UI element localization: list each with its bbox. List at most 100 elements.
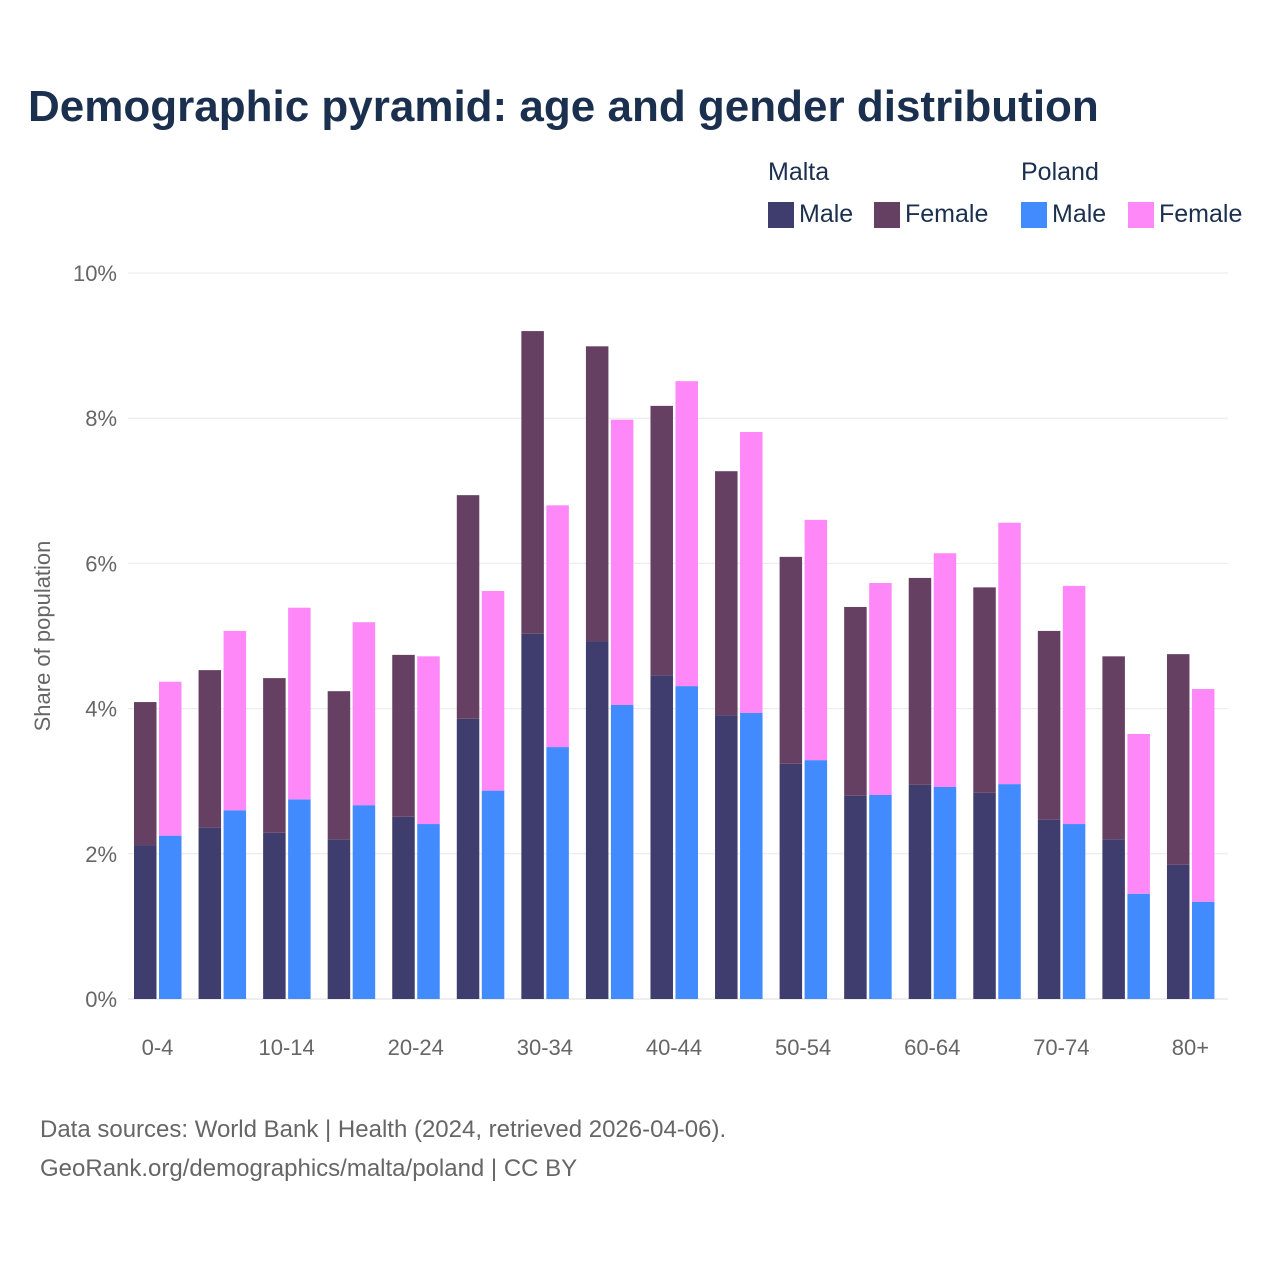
footer-attribution: GeoRank.org/demographics/malta/poland | …: [40, 1155, 578, 1182]
bar-malta-female: [650, 405, 673, 676]
bar-poland-male: [1127, 893, 1150, 999]
x-tick-label: 10-14: [258, 1035, 314, 1060]
bar-malta-male: [392, 816, 415, 999]
legend-poland-male[interactable]: Male: [1021, 200, 1106, 229]
legend-swatch: [1021, 201, 1047, 228]
y-axis-label: Share of population: [30, 541, 55, 732]
y-tick-label: 8%: [85, 406, 117, 431]
x-tick-label: 70-74: [1033, 1035, 1089, 1060]
bar-poland-female: [288, 607, 311, 800]
legend-group-poland: Poland: [1021, 158, 1099, 186]
bar-poland-male: [804, 760, 828, 999]
bar-malta-male: [779, 763, 803, 999]
bar-malta-male: [844, 795, 867, 999]
bar-malta-female: [1166, 654, 1190, 865]
chart-title: Demographic pyramid: age and gender dist…: [28, 82, 1099, 131]
y-tick-label: 4%: [85, 697, 117, 722]
x-tick-label: 60-64: [904, 1035, 960, 1060]
bar-poland-male: [998, 784, 1021, 999]
bar-poland-male: [740, 712, 763, 999]
bar-malta-male: [973, 792, 996, 999]
bar-malta-male: [263, 832, 286, 999]
bar-poland-male: [417, 824, 440, 999]
bar-malta-female: [456, 495, 480, 719]
bar-malta-male: [1102, 839, 1125, 999]
y-tick-label: 2%: [85, 842, 117, 867]
x-tick-label: 50-54: [775, 1035, 831, 1060]
legend-malta-male[interactable]: Male: [768, 200, 853, 229]
bar-malta-female: [198, 670, 222, 828]
bar-malta-female: [134, 702, 157, 846]
bar-poland-female: [610, 419, 634, 705]
bar-poland-male: [223, 810, 247, 999]
bar-poland-female: [417, 656, 440, 825]
legend-swatch: [1128, 201, 1154, 228]
bar-malta-female: [392, 654, 415, 817]
bar-poland-male: [352, 805, 376, 999]
bar-poland-male: [675, 686, 698, 999]
bar-poland-female: [159, 681, 182, 836]
bar-malta-female: [263, 678, 286, 833]
x-tick-label: 40-44: [646, 1035, 702, 1060]
legend-label: Male: [799, 200, 854, 228]
bar-malta-male: [908, 784, 932, 999]
x-tick-label: 80+: [1172, 1035, 1209, 1060]
bar-poland-female: [998, 522, 1021, 785]
bar-poland-male: [481, 790, 505, 999]
bar-poland-female: [223, 630, 247, 811]
bar-malta-male: [521, 633, 544, 999]
bar-malta-female: [1037, 630, 1061, 820]
bar-malta-female: [973, 587, 996, 793]
legend-label: Male: [1052, 200, 1107, 228]
bar-poland-female: [1127, 734, 1150, 894]
bar-malta-female: [1102, 656, 1125, 840]
bar-poland-male: [546, 747, 569, 999]
bar-malta-female: [585, 346, 609, 642]
bar-poland-female: [869, 583, 892, 795]
legend-label: Female: [905, 200, 989, 228]
bar-malta-male: [327, 839, 351, 999]
y-tick-label: 0%: [85, 987, 117, 1012]
x-tick-label: 20-24: [388, 1035, 444, 1060]
footer-sources: Data sources: World Bank | Health (2024,…: [40, 1116, 727, 1143]
legend-label: Female: [1159, 200, 1243, 228]
bar-malta-female: [908, 577, 932, 785]
bar-poland-female: [352, 622, 376, 806]
bar-poland-male: [159, 835, 182, 999]
bar-poland-male: [1062, 824, 1086, 999]
bar-poland-female: [1191, 688, 1215, 902]
bar-malta-female: [715, 471, 738, 716]
x-tick-label: 30-34: [517, 1035, 573, 1060]
bar-poland-male: [1191, 901, 1215, 999]
legend-swatch: [768, 201, 794, 228]
bar-malta-male: [198, 827, 222, 999]
bar-poland-female: [675, 381, 698, 687]
bar-poland-female: [1062, 585, 1086, 825]
bar-poland-female: [933, 553, 957, 788]
bar-poland-female: [481, 590, 505, 791]
bar-malta-female: [521, 331, 544, 634]
bar-poland-female: [804, 519, 828, 761]
bar-malta-male: [1037, 819, 1061, 999]
bar-malta-male: [585, 641, 609, 999]
bar-poland-male: [288, 799, 311, 999]
legend-group-malta: Malta: [768, 158, 830, 186]
bar-malta-female: [327, 691, 351, 840]
bar-malta-male: [650, 675, 673, 999]
bar-malta-female: [779, 556, 803, 764]
bar-malta-male: [715, 715, 738, 999]
x-tick-label: 0-4: [142, 1035, 174, 1060]
y-tick-label: 10%: [73, 261, 117, 286]
bar-malta-male: [1166, 864, 1190, 999]
bar-poland-male: [869, 794, 892, 999]
bar-malta-male: [456, 718, 480, 999]
bar-poland-male: [933, 787, 957, 999]
bar-malta-male: [134, 845, 157, 999]
bar-malta-female: [844, 606, 867, 796]
bar-poland-female: [740, 431, 763, 713]
bar-poland-female: [546, 505, 569, 748]
legend-swatch: [874, 201, 900, 228]
legend-malta-female[interactable]: Female: [874, 200, 988, 229]
legend-poland-female[interactable]: Female: [1128, 200, 1242, 229]
